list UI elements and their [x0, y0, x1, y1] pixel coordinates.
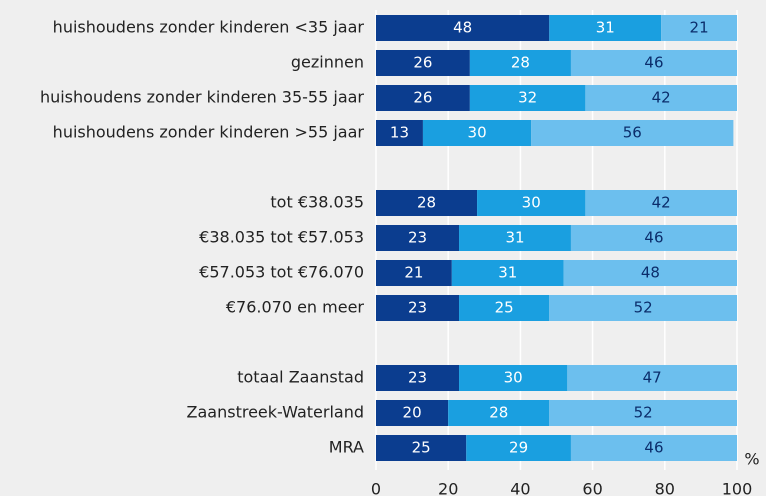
- data-label: 28: [417, 194, 436, 212]
- data-label: 23: [408, 229, 427, 247]
- bar-segment: [477, 190, 586, 216]
- data-label: 56: [623, 124, 642, 142]
- data-label: 46: [644, 54, 663, 72]
- data-label: 42: [652, 89, 671, 107]
- bar-segment: [376, 15, 550, 41]
- data-label: 29: [509, 439, 528, 457]
- bar-segment: [376, 225, 460, 251]
- data-label: 32: [518, 89, 537, 107]
- data-label: 48: [453, 19, 472, 37]
- y-tick-label: huishoudens zonder kinderen 35-55 jaar: [40, 88, 364, 107]
- bar-segment: [570, 435, 737, 461]
- data-label: 42: [652, 194, 671, 212]
- data-label: 47: [643, 369, 662, 387]
- data-label: 21: [404, 264, 423, 282]
- bar-segment: [570, 50, 737, 76]
- data-label: 30: [468, 124, 487, 142]
- bar-segment: [549, 295, 737, 321]
- data-label: 48: [641, 264, 660, 282]
- bar-segment: [459, 365, 568, 391]
- data-label: 31: [505, 229, 524, 247]
- y-tick-label: tot €38.035: [270, 193, 364, 212]
- data-label: 26: [413, 89, 432, 107]
- data-label: 20: [403, 404, 422, 422]
- data-label: 26: [413, 54, 432, 72]
- data-label: 21: [690, 19, 709, 37]
- bar-segment: [570, 225, 737, 251]
- bar-segment: [567, 365, 737, 391]
- x-axis-label: %: [744, 450, 759, 469]
- x-tick-label: 0: [371, 480, 381, 496]
- bar-segment: [376, 120, 423, 146]
- bar-segment: [661, 15, 737, 41]
- data-label: 13: [390, 124, 409, 142]
- y-tick-label: totaal Zaanstad: [237, 368, 364, 387]
- bar-segment: [531, 120, 734, 146]
- bar-segment: [469, 85, 586, 111]
- data-label: 46: [644, 439, 663, 457]
- bar-segment: [451, 260, 564, 286]
- bar-segment: [376, 295, 460, 321]
- data-label: 23: [408, 369, 427, 387]
- data-label: 25: [412, 439, 431, 457]
- data-label: 30: [504, 369, 523, 387]
- data-label: 25: [495, 299, 514, 317]
- x-tick-label: 20: [438, 480, 458, 496]
- x-tick-label: 80: [655, 480, 675, 496]
- bar-segment: [459, 225, 571, 251]
- data-label: 23: [408, 299, 427, 317]
- bar-segment: [376, 400, 449, 426]
- data-label: 28: [489, 404, 508, 422]
- y-tick-label: huishoudens zonder kinderen <35 jaar: [53, 18, 365, 37]
- bar-segment: [376, 190, 478, 216]
- bar-segment: [549, 15, 662, 41]
- x-tick-label: 100: [722, 480, 753, 496]
- bar-segment: [563, 260, 737, 286]
- y-tick-label: gezinnen: [291, 53, 364, 72]
- bar-segment: [448, 400, 550, 426]
- bar-segment: [376, 85, 470, 111]
- data-label: 46: [644, 229, 663, 247]
- data-label: 52: [634, 404, 653, 422]
- bar-segment: [466, 435, 571, 461]
- bar-segment: [422, 120, 532, 146]
- data-label: 28: [511, 54, 530, 72]
- bar-segment: [376, 50, 470, 76]
- bar-segment: [376, 260, 452, 286]
- data-label: 30: [522, 194, 541, 212]
- data-label: 52: [634, 299, 653, 317]
- data-label: 31: [498, 264, 517, 282]
- bar-segment: [376, 365, 460, 391]
- y-tick-label: €38.035 tot €57.053: [199, 228, 364, 247]
- bar-segment: [469, 50, 571, 76]
- y-tick-label: Zaanstreek-Waterland: [187, 403, 364, 422]
- y-tick-label: €76.070 en meer: [226, 298, 365, 317]
- x-tick-label: 60: [582, 480, 602, 496]
- y-tick-label: MRA: [329, 438, 364, 457]
- bar-segment: [585, 190, 737, 216]
- y-tick-label: huishoudens zonder kinderen >55 jaar: [53, 123, 365, 142]
- bar-segment: [585, 85, 737, 111]
- data-label: 31: [596, 19, 615, 37]
- x-tick-label: 40: [510, 480, 530, 496]
- bar-segment: [459, 295, 550, 321]
- y-tick-label: €57.053 tot €76.070: [199, 263, 364, 282]
- bar-segment: [376, 435, 467, 461]
- bar-segment: [549, 400, 737, 426]
